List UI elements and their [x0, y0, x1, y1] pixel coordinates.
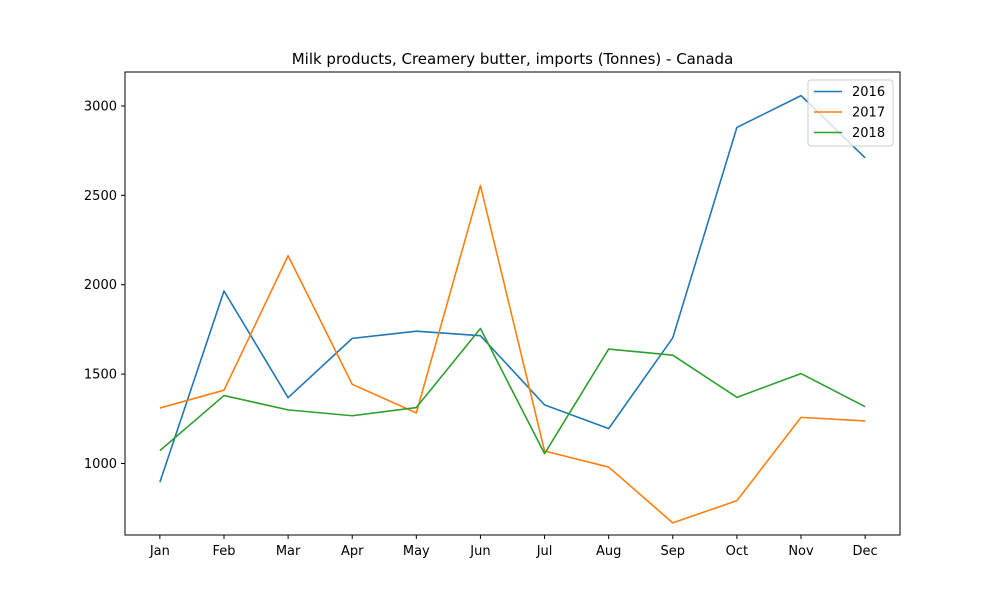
chart-title: Milk products, Creamery butter, imports … — [292, 50, 734, 68]
legend-label-2016: 2016 — [852, 85, 885, 100]
x-tick-label-Sep: Sep — [661, 544, 686, 559]
legend-label-2017: 2017 — [852, 106, 885, 121]
x-tick-label-Jun: Jun — [469, 544, 490, 559]
axes: Jan Feb Mar Apr May Jun Jul Aug Sep Oct Nov Dec 1000… — [84, 71, 901, 559]
series-line-2016 — [159, 94, 866, 483]
x-tick-label-Oct: Oct — [726, 544, 748, 559]
y-tick-label-2500: 2500 — [84, 189, 117, 204]
legend-label-2018: 2018 — [852, 126, 885, 141]
y-tick-label-2000: 2000 — [84, 278, 117, 293]
series-line-2017 — [159, 184, 866, 524]
y-tick-label-1500: 1500 — [84, 368, 117, 383]
series-line-2018 — [159, 327, 866, 455]
axes-frame — [124, 71, 901, 536]
x-tick-label-Nov: Nov — [788, 544, 814, 559]
x-tick-label-Dec: Dec — [853, 544, 878, 559]
x-tick-label-Feb: Feb — [212, 544, 235, 559]
x-tick-label-Apr: Apr — [341, 544, 364, 559]
x-tick-label-May: May — [403, 544, 430, 559]
y-tick-label-1000: 1000 — [84, 457, 117, 472]
x-tick-label-Mar: Mar — [276, 544, 301, 559]
legend: 2016 2017 2018 — [807, 79, 894, 147]
plot-area — [159, 94, 866, 524]
y-tick-label-3000: 3000 — [84, 99, 117, 114]
legend-box — [807, 79, 894, 147]
x-tick-label-Aug: Aug — [596, 544, 621, 559]
x-tick-label-Jan: Jan — [149, 544, 170, 559]
x-tick-label-Jul: Jul — [536, 544, 553, 559]
